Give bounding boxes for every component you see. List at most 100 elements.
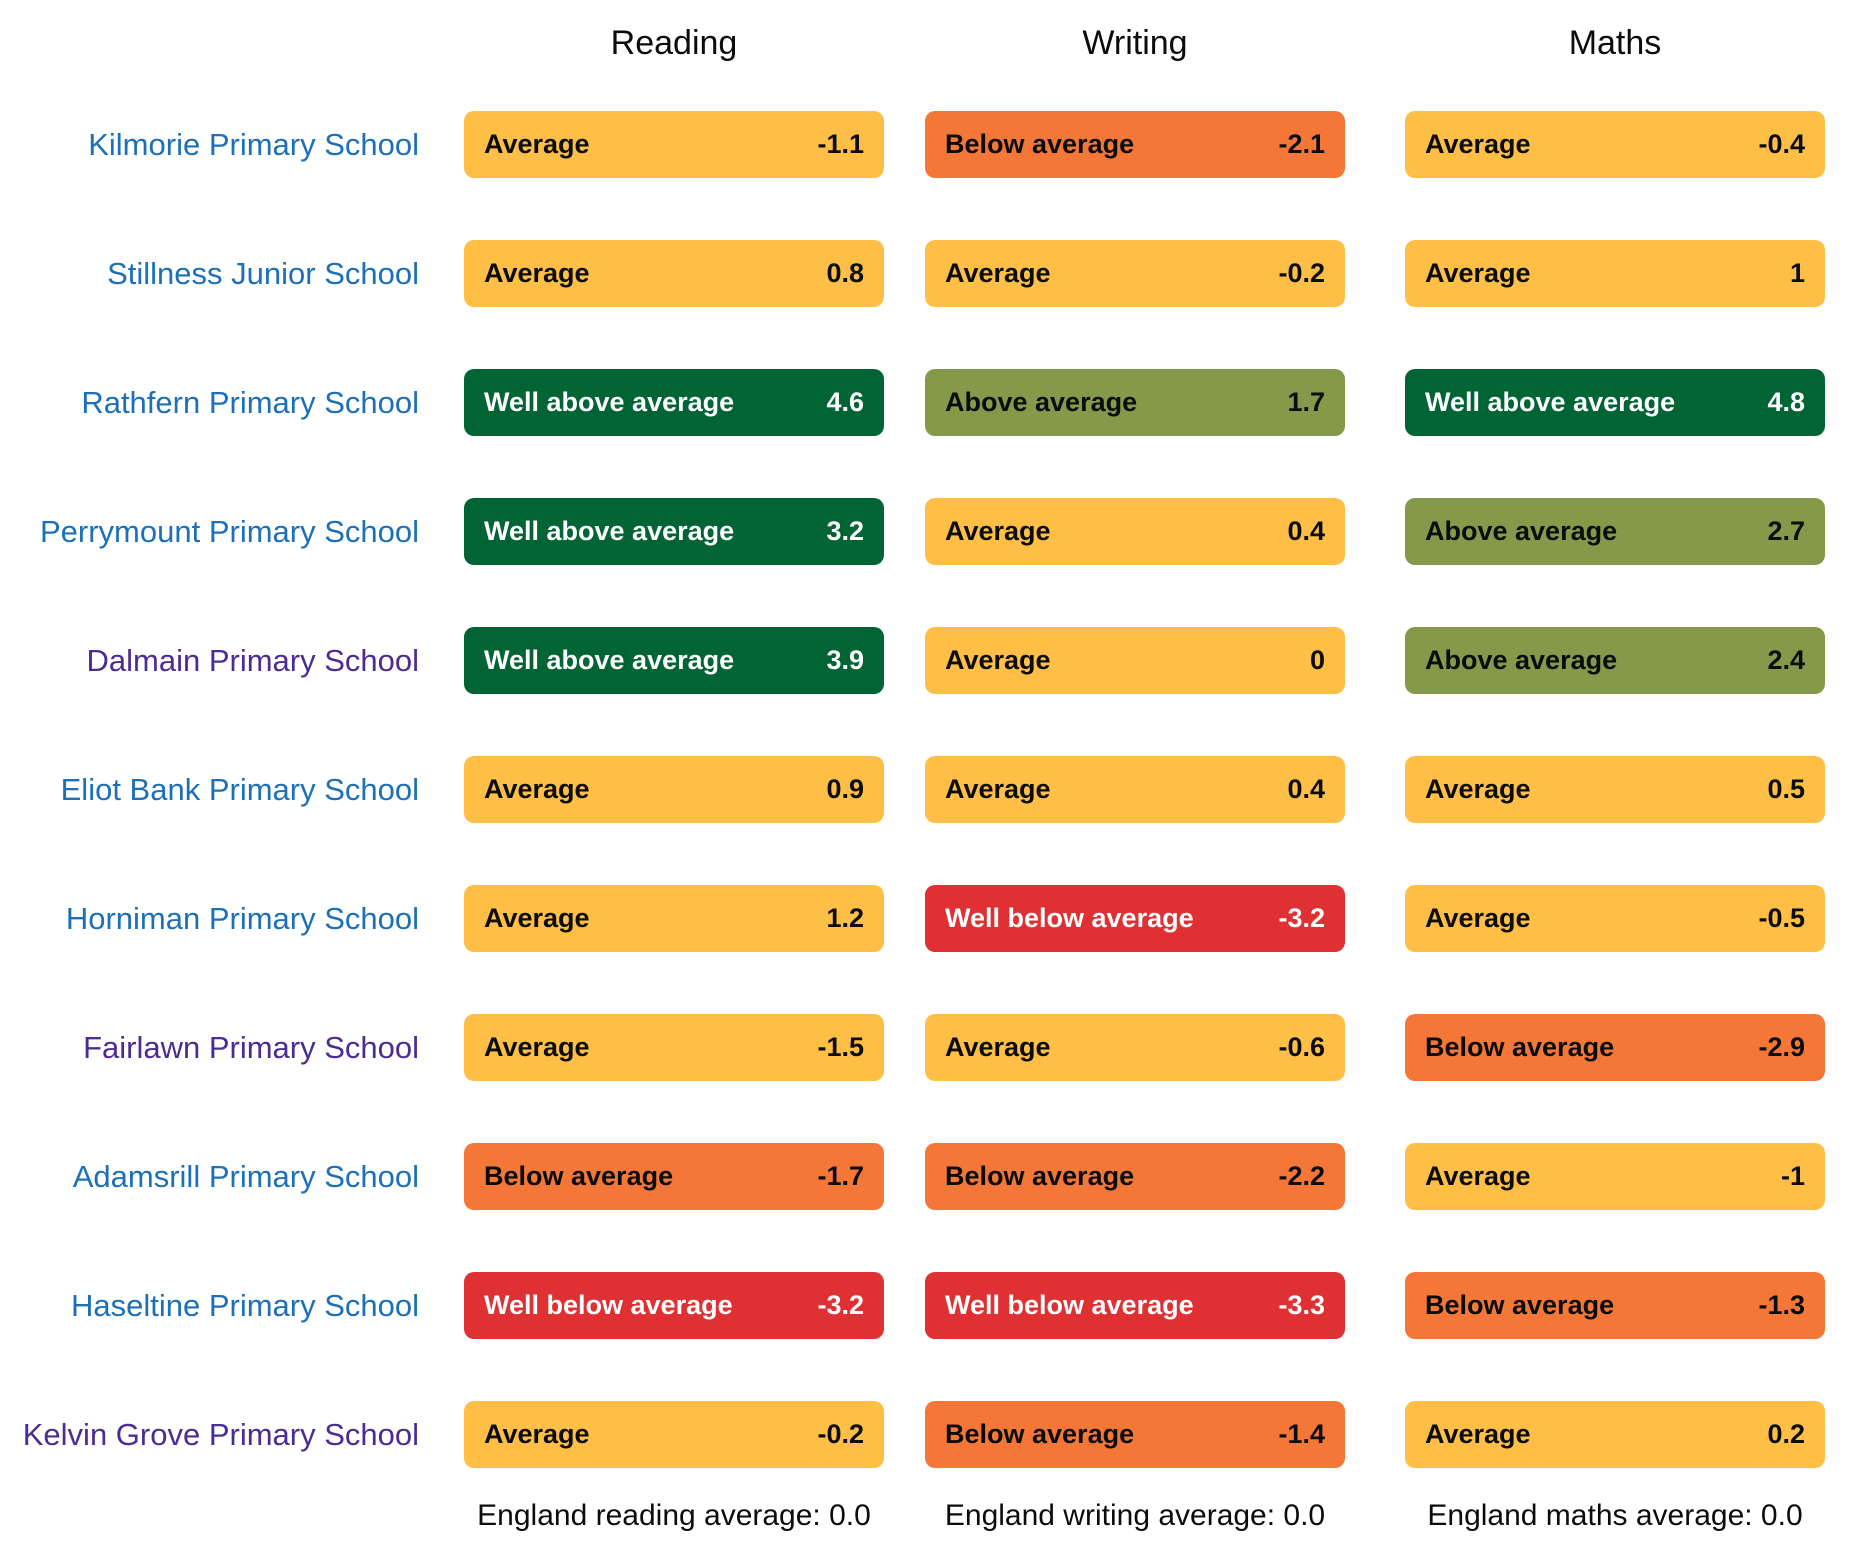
school-link[interactable]: Eliot Bank Primary School [60, 771, 419, 807]
writing-cell: Well below average -3.2 [925, 885, 1345, 952]
writing-score-badge: Below average -2.2 [925, 1143, 1345, 1210]
writing-cell: Below average -2.2 [925, 1143, 1345, 1210]
maths-cell: Average -0.4 [1405, 111, 1825, 178]
maths-score-badge: Well above average 4.8 [1405, 369, 1825, 436]
england-reading-average: England reading average: 0.0 [477, 1499, 871, 1532]
school-link[interactable]: Perrymount Primary School [39, 513, 419, 549]
table-row: Horniman Primary School Average 1.2 Well… [0, 854, 1851, 983]
score-value: 1.2 [826, 903, 864, 933]
score-band-label: Above average [1425, 645, 1618, 675]
reading-cell: Average -0.2 [464, 1401, 884, 1468]
reading-cell: Average 0.8 [464, 240, 884, 307]
score-value: -0.2 [817, 1419, 864, 1449]
school-name-cell: Kelvin Grove Primary School [0, 1417, 464, 1453]
writing-cell: Average -0.2 [925, 240, 1345, 307]
score-value: 4.6 [826, 387, 864, 417]
score-band-label: Average [945, 1032, 1051, 1062]
score-band-label: Below average [945, 1161, 1135, 1191]
score-band-label: Average [1425, 774, 1531, 804]
score-value: 2.7 [1767, 516, 1805, 546]
table-row: Dalmain Primary School Well above averag… [0, 596, 1851, 725]
table-row: Fairlawn Primary School Average -1.5 Ave… [0, 983, 1851, 1112]
score-band-label: Average [1425, 1419, 1531, 1449]
school-name-cell: Eliot Bank Primary School [0, 772, 464, 808]
maths-cell: Above average 2.4 [1405, 627, 1825, 694]
school-link[interactable]: Haseltine Primary School [70, 1287, 419, 1323]
score-value: -1.7 [817, 1161, 864, 1191]
table-row: Kilmorie Primary School Average -1.1 Bel… [0, 80, 1851, 209]
school-link[interactable]: Horniman Primary School [65, 900, 419, 936]
maths-cell: Average 1 [1405, 240, 1825, 307]
score-value: -0.5 [1758, 903, 1805, 933]
score-band-label: Below average [945, 129, 1135, 159]
england-writing-average: England writing average: 0.0 [944, 1499, 1326, 1532]
reading-score-badge: Average 0.9 [464, 756, 884, 823]
score-value: 4.8 [1767, 387, 1805, 417]
writing-cell: Above average 1.7 [925, 369, 1345, 436]
table-row: Rathfern Primary School Well above avera… [0, 338, 1851, 467]
score-value: -0.4 [1758, 129, 1805, 159]
school-link[interactable]: Kelvin Grove Primary School [22, 1416, 419, 1452]
reading-score-badge: Average -1.1 [464, 111, 884, 178]
column-header-reading: Reading [610, 23, 738, 62]
school-link[interactable]: Kilmorie Primary School [88, 126, 419, 162]
score-value: 1.7 [1287, 387, 1325, 417]
table-row: Adamsrill Primary School Below average -… [0, 1112, 1851, 1241]
reading-score-badge: Average 0.8 [464, 240, 884, 307]
reading-score-badge: Well below average -3.2 [464, 1272, 884, 1339]
reading-score-badge: Well above average 3.9 [464, 627, 884, 694]
score-band-label: Average [484, 903, 590, 933]
england-maths-average: England maths average: 0.0 [1427, 1499, 1803, 1532]
writing-score-badge: Average 0.4 [925, 756, 1345, 823]
score-value: -0.2 [1278, 258, 1325, 288]
score-value: -0.6 [1278, 1032, 1325, 1062]
writing-score-badge: Below average -1.4 [925, 1401, 1345, 1468]
score-value: 0.4 [1287, 774, 1325, 804]
maths-score-badge: Average 1 [1405, 240, 1825, 307]
maths-cell: Well above average 4.8 [1405, 369, 1825, 436]
score-band-label: Well above average [484, 645, 735, 675]
column-header-row: Reading Writing Maths [0, 0, 1851, 80]
school-link[interactable]: Fairlawn Primary School [83, 1029, 419, 1065]
maths-score-badge: Average -1 [1405, 1143, 1825, 1210]
writing-score-badge: Average 0.4 [925, 498, 1345, 565]
table-row: Haseltine Primary School Well below aver… [0, 1241, 1851, 1370]
school-name-cell: Fairlawn Primary School [0, 1030, 464, 1066]
reading-cell: Average -1.5 [464, 1014, 884, 1081]
reading-cell: Average 1.2 [464, 885, 884, 952]
maths-cell: Average 0.2 [1405, 1401, 1825, 1468]
score-band-label: Average [945, 774, 1051, 804]
reading-score-badge: Well above average 3.2 [464, 498, 884, 565]
score-value: -3.3 [1278, 1290, 1325, 1320]
reading-cell: Well below average -3.2 [464, 1272, 884, 1339]
score-value: 3.2 [826, 516, 864, 546]
maths-score-badge: Below average -1.3 [1405, 1272, 1825, 1339]
score-band-label: Well above average [1425, 387, 1676, 417]
school-name-cell: Haseltine Primary School [0, 1288, 464, 1324]
school-link[interactable]: Dalmain Primary School [86, 642, 420, 678]
maths-cell: Below average -2.9 [1405, 1014, 1825, 1081]
school-name-cell: Horniman Primary School [0, 901, 464, 937]
score-band-label: Average [484, 774, 590, 804]
table-row: Perrymount Primary School Well above ave… [0, 467, 1851, 596]
writing-score-badge: Average 0 [925, 627, 1345, 694]
score-value: -1 [1780, 1161, 1805, 1191]
writing-score-badge: Average -0.6 [925, 1014, 1345, 1081]
score-band-label: Below average [1425, 1032, 1615, 1062]
score-band-label: Average [945, 645, 1051, 675]
writing-score-badge: Well below average -3.2 [925, 885, 1345, 952]
maths-score-badge: Above average 2.7 [1405, 498, 1825, 565]
writing-cell: Average 0.4 [925, 498, 1345, 565]
score-value: -1.4 [1278, 1419, 1325, 1449]
table-row: Stillness Junior School Average 0.8 Aver… [0, 209, 1851, 338]
school-name-cell: Perrymount Primary School [0, 514, 464, 550]
score-band-label: Average [484, 258, 590, 288]
writing-cell: Below average -2.1 [925, 111, 1345, 178]
school-link[interactable]: Adamsrill Primary School [72, 1158, 419, 1194]
reading-score-badge: Below average -1.7 [464, 1143, 884, 1210]
column-header-maths: Maths [1568, 23, 1662, 62]
school-link[interactable]: Rathfern Primary School [81, 384, 419, 420]
school-link[interactable]: Stillness Junior School [107, 255, 419, 291]
score-band-label: Below average [484, 1161, 674, 1191]
reading-cell: Well above average 4.6 [464, 369, 884, 436]
